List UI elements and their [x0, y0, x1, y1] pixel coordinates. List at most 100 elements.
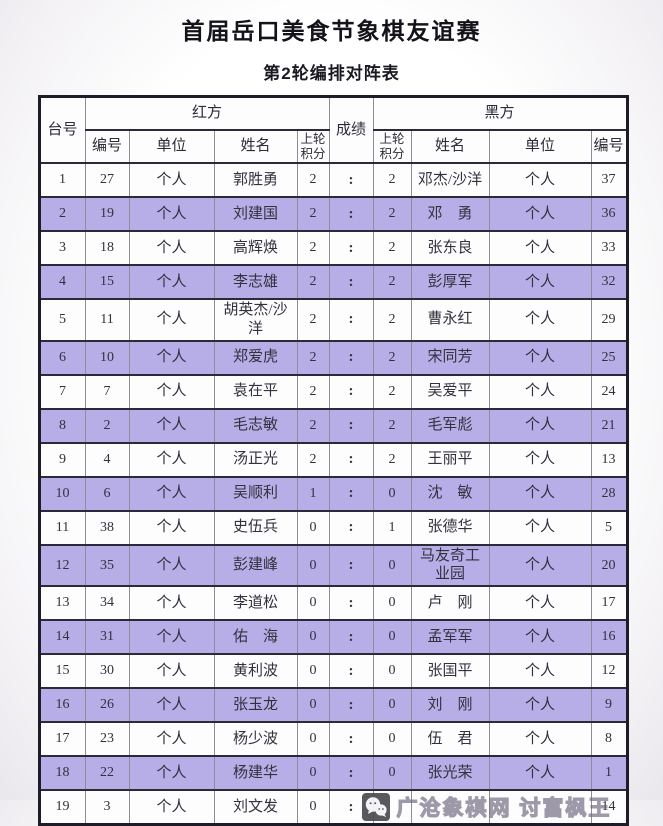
- cell-red-prev-score: 0: [296, 653, 330, 689]
- cell-black-unit: 个人: [488, 298, 592, 342]
- table-row: 10 6 个人 吴顺利 1 : 0 沈 敏 个人 28: [38, 475, 628, 512]
- cell-black-number: 13: [590, 441, 628, 478]
- cell-red-name: 刘文发: [213, 789, 298, 826]
- cell-red-name: 杨少波: [213, 721, 298, 757]
- cell-red-unit: 个人: [128, 373, 215, 410]
- cell-black-number: 28: [590, 475, 628, 512]
- cell-black-unit: 个人: [488, 721, 592, 757]
- cell-red-unit: 个人: [128, 543, 215, 587]
- cell-black-number: 25: [590, 339, 628, 376]
- cell-black-prev-score: 2: [372, 230, 412, 266]
- cell-red-prev-score: 0: [296, 789, 330, 826]
- cell-red-prev-score: 2: [296, 196, 330, 232]
- cell-black-number: 24: [590, 373, 628, 410]
- cell-result: :: [328, 721, 374, 757]
- cell-black-name: 马友奇工业园: [410, 543, 490, 587]
- cell-red-name: 高辉焕: [213, 230, 298, 266]
- col-header-black-prev-score: 上轮积分: [372, 129, 412, 164]
- table-row: 9 4 个人 汤正光 2 : 2 王丽平 个人 13: [38, 441, 628, 478]
- cell-black-number: 8: [590, 721, 628, 757]
- cell-red-prev-score: 1: [296, 475, 330, 512]
- cell-table-no: 14: [38, 619, 86, 655]
- cell-red-prev-score: 0: [296, 721, 330, 757]
- header-row-columns: 编号 单位 姓名 上轮积分 上轮积分 姓名 单位 编号: [39, 129, 628, 164]
- cell-result: :: [328, 509, 374, 546]
- cell-result: :: [328, 475, 374, 512]
- cell-black-name: 王丽平: [410, 441, 490, 478]
- cell-red-name: 汤正光: [213, 441, 298, 478]
- cell-red-number: 27: [84, 162, 130, 198]
- cell-red-number: 30: [84, 653, 130, 689]
- cell-red-unit: 个人: [128, 162, 215, 198]
- cell-red-number: 23: [84, 721, 130, 757]
- cell-black-number: 37: [590, 162, 628, 198]
- table-row: 12 35 个人 彭建峰 0 : 0 马友奇工业园 个人 20: [38, 543, 628, 587]
- cell-red-prev-score: 0: [296, 585, 330, 621]
- cell-black-name: 彭厚军: [410, 264, 490, 300]
- cell-red-unit: 个人: [128, 230, 215, 266]
- cell-result: :: [328, 585, 374, 621]
- cell-black-unit: 个人: [488, 196, 592, 232]
- cell-red-name: 郑爱虎: [213, 339, 298, 376]
- cell-table-no: 11: [38, 509, 86, 546]
- cell-result: :: [328, 373, 374, 410]
- cell-black-unit: 个人: [488, 475, 592, 512]
- cell-red-unit: 个人: [128, 509, 215, 546]
- table-body: 1 27 个人 郭胜勇 2 : 2 邓杰/沙洋 个人 37 2 1 9 个人 刘建…: [38, 162, 628, 826]
- table-row: 1 27 个人 郭胜勇 2 : 2 邓杰/沙洋 个人 37: [38, 162, 628, 198]
- cell-table-no: 1: [38, 162, 86, 198]
- cell-red-prev-score: 2: [296, 162, 330, 198]
- cell-red-unit: 个人: [128, 755, 215, 791]
- cell-table-no: 7: [38, 373, 86, 410]
- cell-table-no: 17: [38, 721, 86, 757]
- table-row: 19 3 个人 刘文发 0 : 14: [38, 789, 628, 826]
- cell-black-name: 邓 勇: [410, 196, 490, 232]
- cell-black-unit: 个人: [488, 373, 592, 410]
- cell-black-number: 20: [590, 543, 628, 587]
- col-header-table-no: 台号: [38, 95, 86, 164]
- col-header-black-unit: 单位: [488, 129, 592, 164]
- cell-result: :: [328, 543, 374, 587]
- table-row: 16 26 个人 张玉龙 0 : 0 刘 刚 个人 9: [38, 687, 628, 723]
- cell-black-name: 刘 刚: [410, 687, 490, 723]
- cell-red-name: 佑 海: [213, 619, 298, 655]
- cell-table-no: 10: [38, 475, 86, 512]
- cell-result: :: [328, 619, 374, 655]
- cell-result: :: [328, 196, 374, 232]
- cell-black-prev-score: 2: [372, 339, 412, 376]
- cell-black-number: 5: [590, 509, 628, 546]
- cell-red-unit: 个人: [128, 264, 215, 300]
- cell-black-name: 伍 君: [410, 721, 490, 757]
- page-title: 首届岳口美食节象棋友谊赛: [181, 18, 482, 44]
- cell-red-prev-score: 2: [296, 373, 330, 410]
- cell-red-unit: 个人: [128, 441, 215, 478]
- cell-table-no: 15: [38, 653, 86, 689]
- cell-black-number: 14: [590, 789, 628, 826]
- cell-red-unit: 个人: [128, 407, 215, 444]
- cell-red-prev-score: 2: [296, 230, 330, 266]
- cell-black-prev-score: 0: [372, 543, 412, 587]
- cell-red-prev-score: 2: [296, 264, 330, 300]
- cell-black-prev-score: 2: [372, 298, 412, 342]
- cell-red-number: 26: [84, 687, 130, 723]
- cell-table-no: 4: [38, 264, 86, 300]
- cell-black-unit: 个人: [488, 162, 592, 198]
- cell-black-unit: 个人: [488, 619, 592, 655]
- cell-red-name: 刘建国: [213, 196, 298, 232]
- cell-black-number: 9: [590, 687, 628, 723]
- cell-result: :: [328, 441, 374, 478]
- col-header-black-side: 黑方: [372, 95, 628, 131]
- cell-black-prev-score: 0: [372, 653, 412, 689]
- cell-black-prev-score: 0: [372, 585, 412, 621]
- table-row: 11 38 个人 史伍兵 0 : 1 张德华 个人 5: [38, 509, 628, 546]
- cell-red-number: 7: [84, 373, 130, 410]
- cell-black-unit: 个人: [488, 653, 592, 689]
- cell-black-number: 12: [590, 653, 628, 689]
- cell-black-name: 张光荣: [410, 755, 490, 791]
- cell-black-name: 曹永红: [410, 298, 490, 342]
- cell-black-number: 21: [590, 407, 628, 444]
- cell-red-unit: 个人: [128, 687, 215, 723]
- page: 首届岳口美食节象棋友谊赛 第2轮编排对阵表 台号 红方 成绩 黑方 编号 单位: [37, 18, 629, 826]
- cell-red-name: 黄利波: [213, 653, 298, 689]
- cell-black-number: 16: [590, 619, 628, 655]
